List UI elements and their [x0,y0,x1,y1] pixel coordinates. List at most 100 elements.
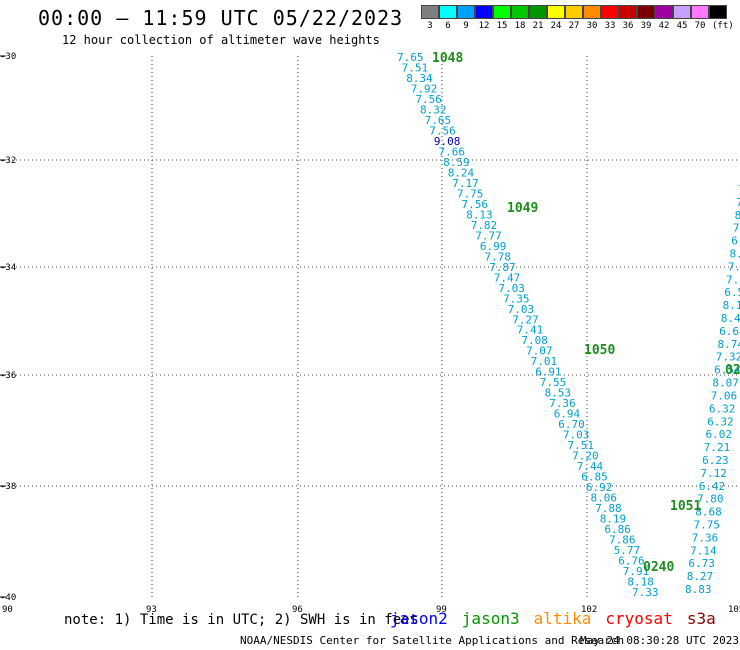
track-a-value: 7.03 [563,429,590,442]
track-a-value: 7.51 [402,62,429,75]
satellite-label: cryosat [605,609,673,628]
track-b-value: 7.33 [726,273,740,286]
pass-label: 02 [725,363,740,378]
footer-note: note: 1) Time is in UTC; 2) SWH is in fe… [64,612,419,628]
track-a-value: 7.91 [623,565,650,578]
track-a-value: 7.56 [415,93,442,106]
legend-swatch [457,5,475,19]
footer-timestamp: May 24 08:30:28 UTC 2023 [580,634,739,647]
track-a-value: 8.13 [466,208,493,221]
pass-label: 0240 [643,560,674,575]
legend-swatch [583,5,601,19]
track-a-value: 7.07 [526,345,553,358]
map-title: 00:00 – 11:59 UTC 05/22/2023 [38,6,404,30]
legend-swatch [691,5,709,19]
track-b-value: 6.42 [699,480,726,493]
track-a-value: 8.34 [406,72,433,85]
satellite-label: altika [533,609,592,628]
track-a: 7.657.518.347.927.568.327.657.569.087.66… [397,51,659,599]
track-a-value: 7.47 [494,271,521,284]
axis-ticks: 90 93 96 99 102 105 -30 -32 -34 -36 -38 -40 [0,52,740,615]
track-b-value: 6.23 [702,454,729,467]
track-a-value: 7.75 [457,187,484,200]
track-a-value: 7.41 [517,324,544,337]
lon-tick-label: 90 [2,605,13,615]
track-b-value: 8.83 [685,583,712,596]
track-a-value: 7.56 [462,198,489,211]
pass-label: 1048 [432,51,463,66]
track-a-value: 8.19 [600,513,627,526]
track-a-value: 7.88 [595,502,622,515]
color-legend-labels: 3 6 9 12 15 18 21 24 27 30 33 36 39 42 45 70 [421,21,727,31]
legend-label: 45 [676,21,688,31]
footer-credit: NOAA/NESDIS Center for Satellite Applica… [240,634,625,647]
lat-tick-label: -34 [0,263,16,273]
legend-label: 33 [604,21,616,31]
lat-tick-label: -36 [0,371,16,381]
color-legend [421,5,727,19]
track-a-value: 7.01 [531,355,558,368]
legend-label: 15 [496,21,508,31]
legend-label: 6 [445,21,451,31]
track-b-value: 7.21 [704,441,731,454]
track-b-value: 6.32 [709,402,736,415]
track-b-value: 7. [736,196,740,209]
track-a-value: 7.20 [572,450,599,463]
track-a-value: 8.24 [448,166,475,179]
track-a-value: 8.59 [443,156,470,169]
lon-tick-label: 96 [292,605,303,615]
legend-swatch [493,5,511,19]
legend-label: 9 [463,21,469,31]
legend-label: 70 [694,21,706,31]
satellite-label: jason3 [461,609,520,628]
track-b-value: 7.12 [700,467,727,480]
track-b-value: 8.10 [723,299,740,312]
legend-label: 21 [532,21,544,31]
legend-swatch [565,5,583,19]
track-a-value: 6.92 [586,481,613,494]
track-b-value: 7. [738,183,740,196]
track-a-value: 7.82 [471,219,498,232]
track-a-value: 7.08 [521,334,548,347]
legend-swatch [655,5,673,19]
track-b-value: 8. [735,209,740,222]
map-grid [8,56,740,597]
track-a-value: 6.70 [558,418,585,431]
track-b-value: 7.75 [694,519,721,532]
track-a-value: 6.76 [618,555,645,568]
legend-swatch [709,5,727,19]
track-b-value: 8.47 [721,312,740,325]
track-b-value: 7.36 [692,531,719,544]
track-a-value: 6.94 [554,408,581,421]
legend-label: 24 [550,21,562,31]
track-a-value: 6.91 [535,366,562,379]
pass-label: 1050 [584,343,615,358]
track-a-value: 7.78 [485,250,512,263]
legend-label: 27 [568,21,580,31]
track-a-value: 7.65 [397,51,424,64]
track-a-value: 7.03 [508,303,534,316]
track-a-value: 7.35 [503,292,530,305]
track-a-value: 7.33 [632,586,659,599]
lon-tick-label: 99 [436,605,447,615]
track-a-value: 7.55 [540,376,567,389]
track-a-value: 7.51 [568,439,595,452]
pass-label: 1051 [670,499,701,514]
lon-tick-label: 105 [728,605,740,615]
track-b-value: 7.32 [716,351,740,364]
track-a-value: 7.03 [498,282,525,295]
track-b-value: 7.88 [728,260,740,273]
legend-label: 12 [478,21,490,31]
track-a-value: 7.36 [549,397,576,410]
track-a-value: 7.44 [577,460,604,473]
track-a-value: 8.53 [545,387,572,400]
track-a-value: 6.86 [604,523,631,536]
track-b-value: 7.5 [733,222,740,235]
legend-swatch [637,5,655,19]
track-b-value: 6.32 [707,415,734,428]
track-a-value: 7.87 [489,261,516,274]
track-b-value: 6.54 [714,364,740,377]
satellite-legend: jason2 jason3 altika cryosat s3a [390,609,730,628]
track-a-value: 7.65 [425,114,452,127]
track-b-value: 8.74 [718,338,740,351]
